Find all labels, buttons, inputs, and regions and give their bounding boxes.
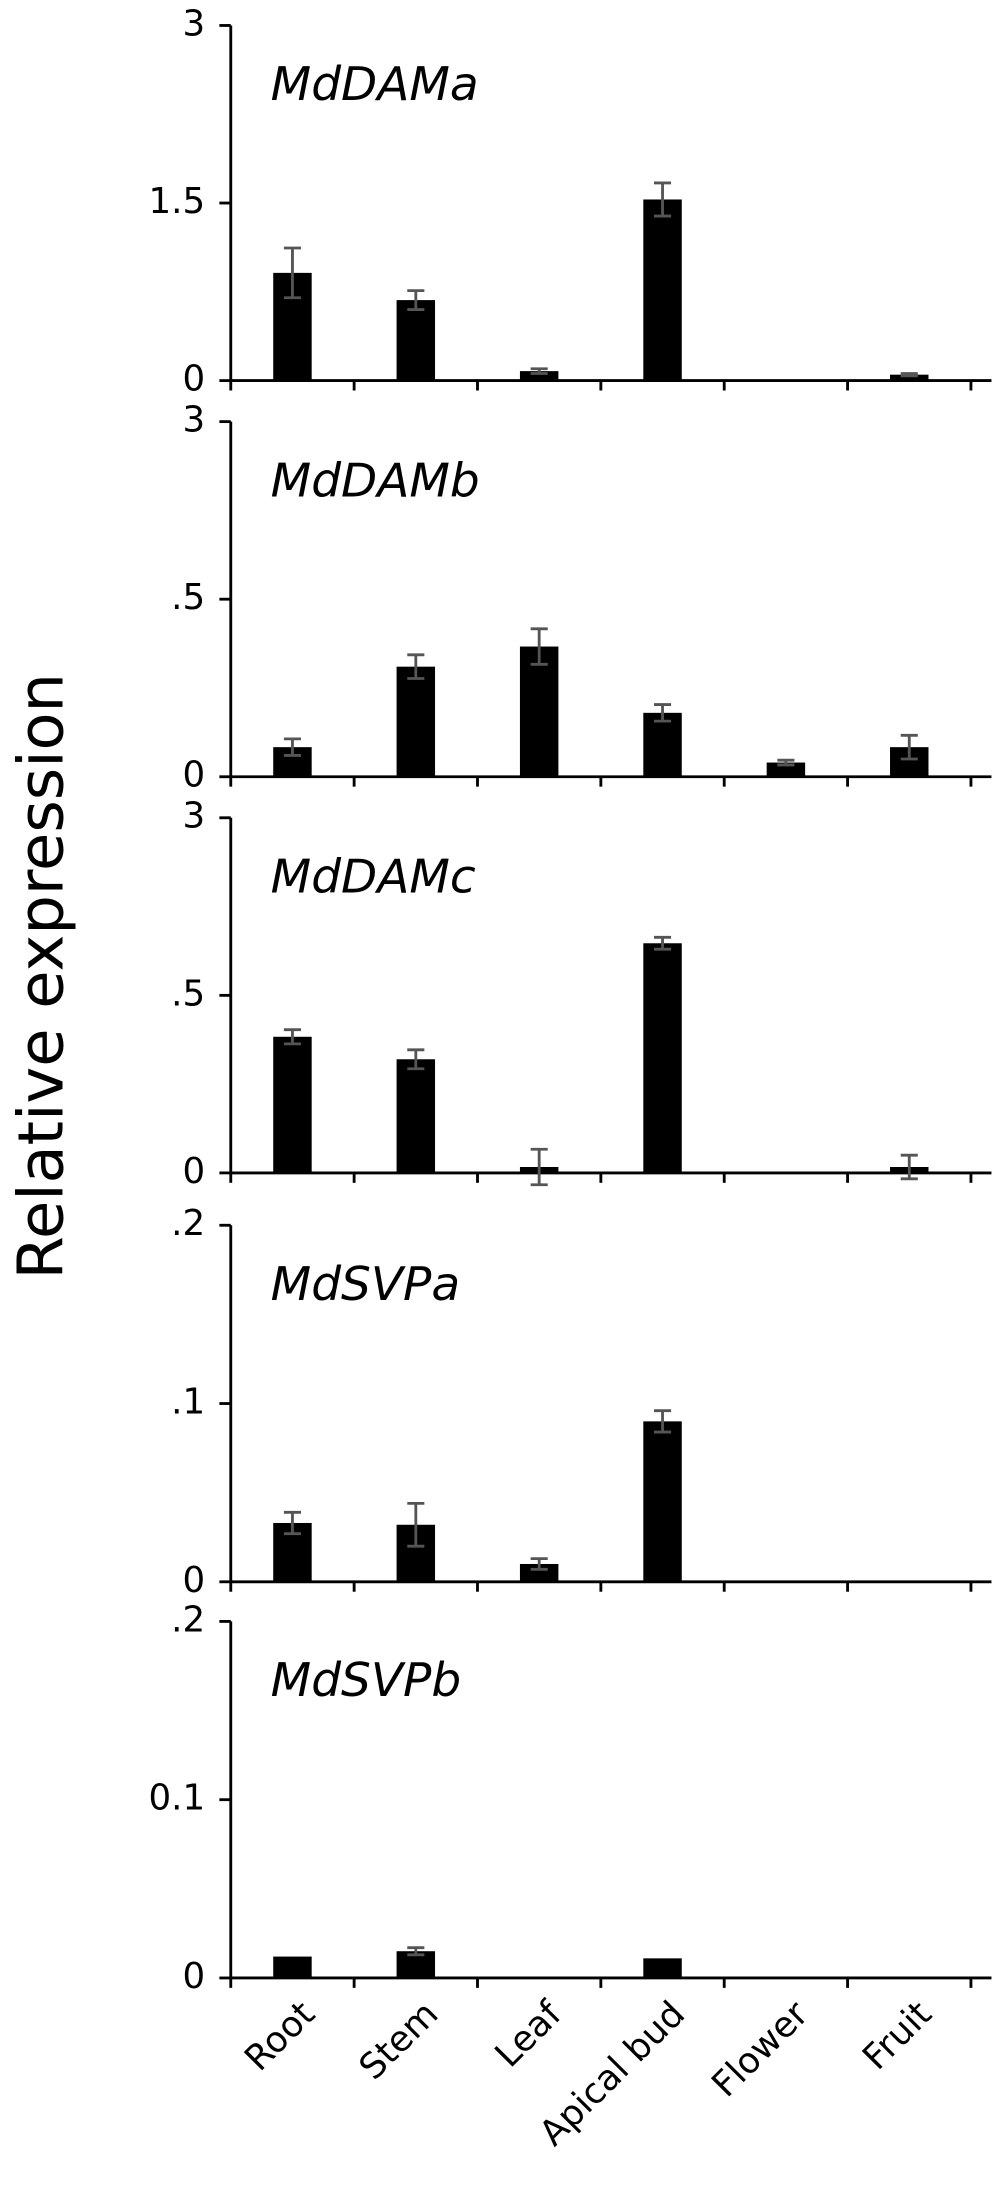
bar — [643, 943, 682, 1173]
error-bar — [900, 372, 918, 378]
panel-title: MdSVPb — [271, 1654, 462, 1708]
error-bar — [653, 181, 672, 218]
x-tick-label: Fruit — [855, 1994, 940, 2078]
panel-title: MdSVPa — [271, 1258, 460, 1312]
error-bar — [777, 758, 795, 767]
y-tick-label: 0.1 — [148, 1778, 205, 1819]
bar — [396, 1059, 436, 1173]
error-bar — [900, 733, 918, 761]
bar — [519, 646, 559, 777]
bar — [396, 666, 436, 777]
y-tick-label: 3 — [182, 4, 205, 45]
y-tick-label: .2 — [171, 1203, 205, 1244]
error-bar — [530, 627, 548, 666]
y-tick-label: 1.5 — [148, 181, 205, 222]
y-tick-label: 0 — [182, 1956, 205, 1997]
error-bar — [407, 1501, 425, 1548]
y-tick-label: 3 — [182, 400, 205, 441]
bar — [643, 712, 682, 777]
y-tick-label: .5 — [171, 973, 205, 1014]
error-bar — [283, 1028, 301, 1046]
bar — [519, 371, 559, 381]
panel-title: MdDAMb — [271, 454, 480, 508]
y-tick-label: .2 — [171, 1599, 205, 1640]
x-tick-label: Leaf — [487, 1993, 571, 2076]
y-tick-label: .5 — [171, 577, 205, 618]
y-tick-label: 0 — [182, 755, 205, 796]
panel-title: MdDAMc — [271, 851, 476, 905]
error-bar — [653, 935, 672, 951]
error-bar — [530, 1557, 548, 1571]
y-axis-label: Relative expression — [5, 673, 78, 1280]
bar — [396, 300, 436, 381]
error-bar — [283, 246, 301, 300]
error-bar — [900, 1153, 918, 1181]
error-bar — [407, 653, 425, 680]
y-tick-label: .1 — [171, 1382, 205, 1423]
error-bar — [407, 289, 425, 311]
error-bar — [653, 703, 672, 723]
y-tick-label: 0 — [182, 1151, 205, 1192]
error-bar — [407, 1946, 425, 1957]
x-tick-label: Stem — [351, 1994, 446, 2088]
y-tick-label: 3 — [182, 796, 205, 837]
bar — [519, 1563, 559, 1582]
bar — [273, 1036, 312, 1173]
x-tick-label: Flower — [704, 1993, 817, 2105]
error-bar — [530, 1147, 548, 1187]
panel-title: MdDAMa — [271, 58, 479, 112]
bar — [643, 1958, 682, 1978]
y-tick-label: 0 — [182, 1560, 205, 1601]
error-bar — [530, 367, 548, 375]
bar — [643, 1421, 682, 1582]
error-bar — [653, 1409, 672, 1434]
bar — [643, 199, 682, 381]
bar — [890, 374, 929, 381]
error-bar — [283, 1510, 301, 1536]
bar — [273, 1956, 312, 1978]
bar — [766, 762, 806, 777]
error-bar — [407, 1048, 425, 1071]
y-tick-label: 0 — [182, 359, 205, 400]
error-bar — [283, 737, 301, 757]
x-tick-label: Root — [237, 1994, 323, 2080]
